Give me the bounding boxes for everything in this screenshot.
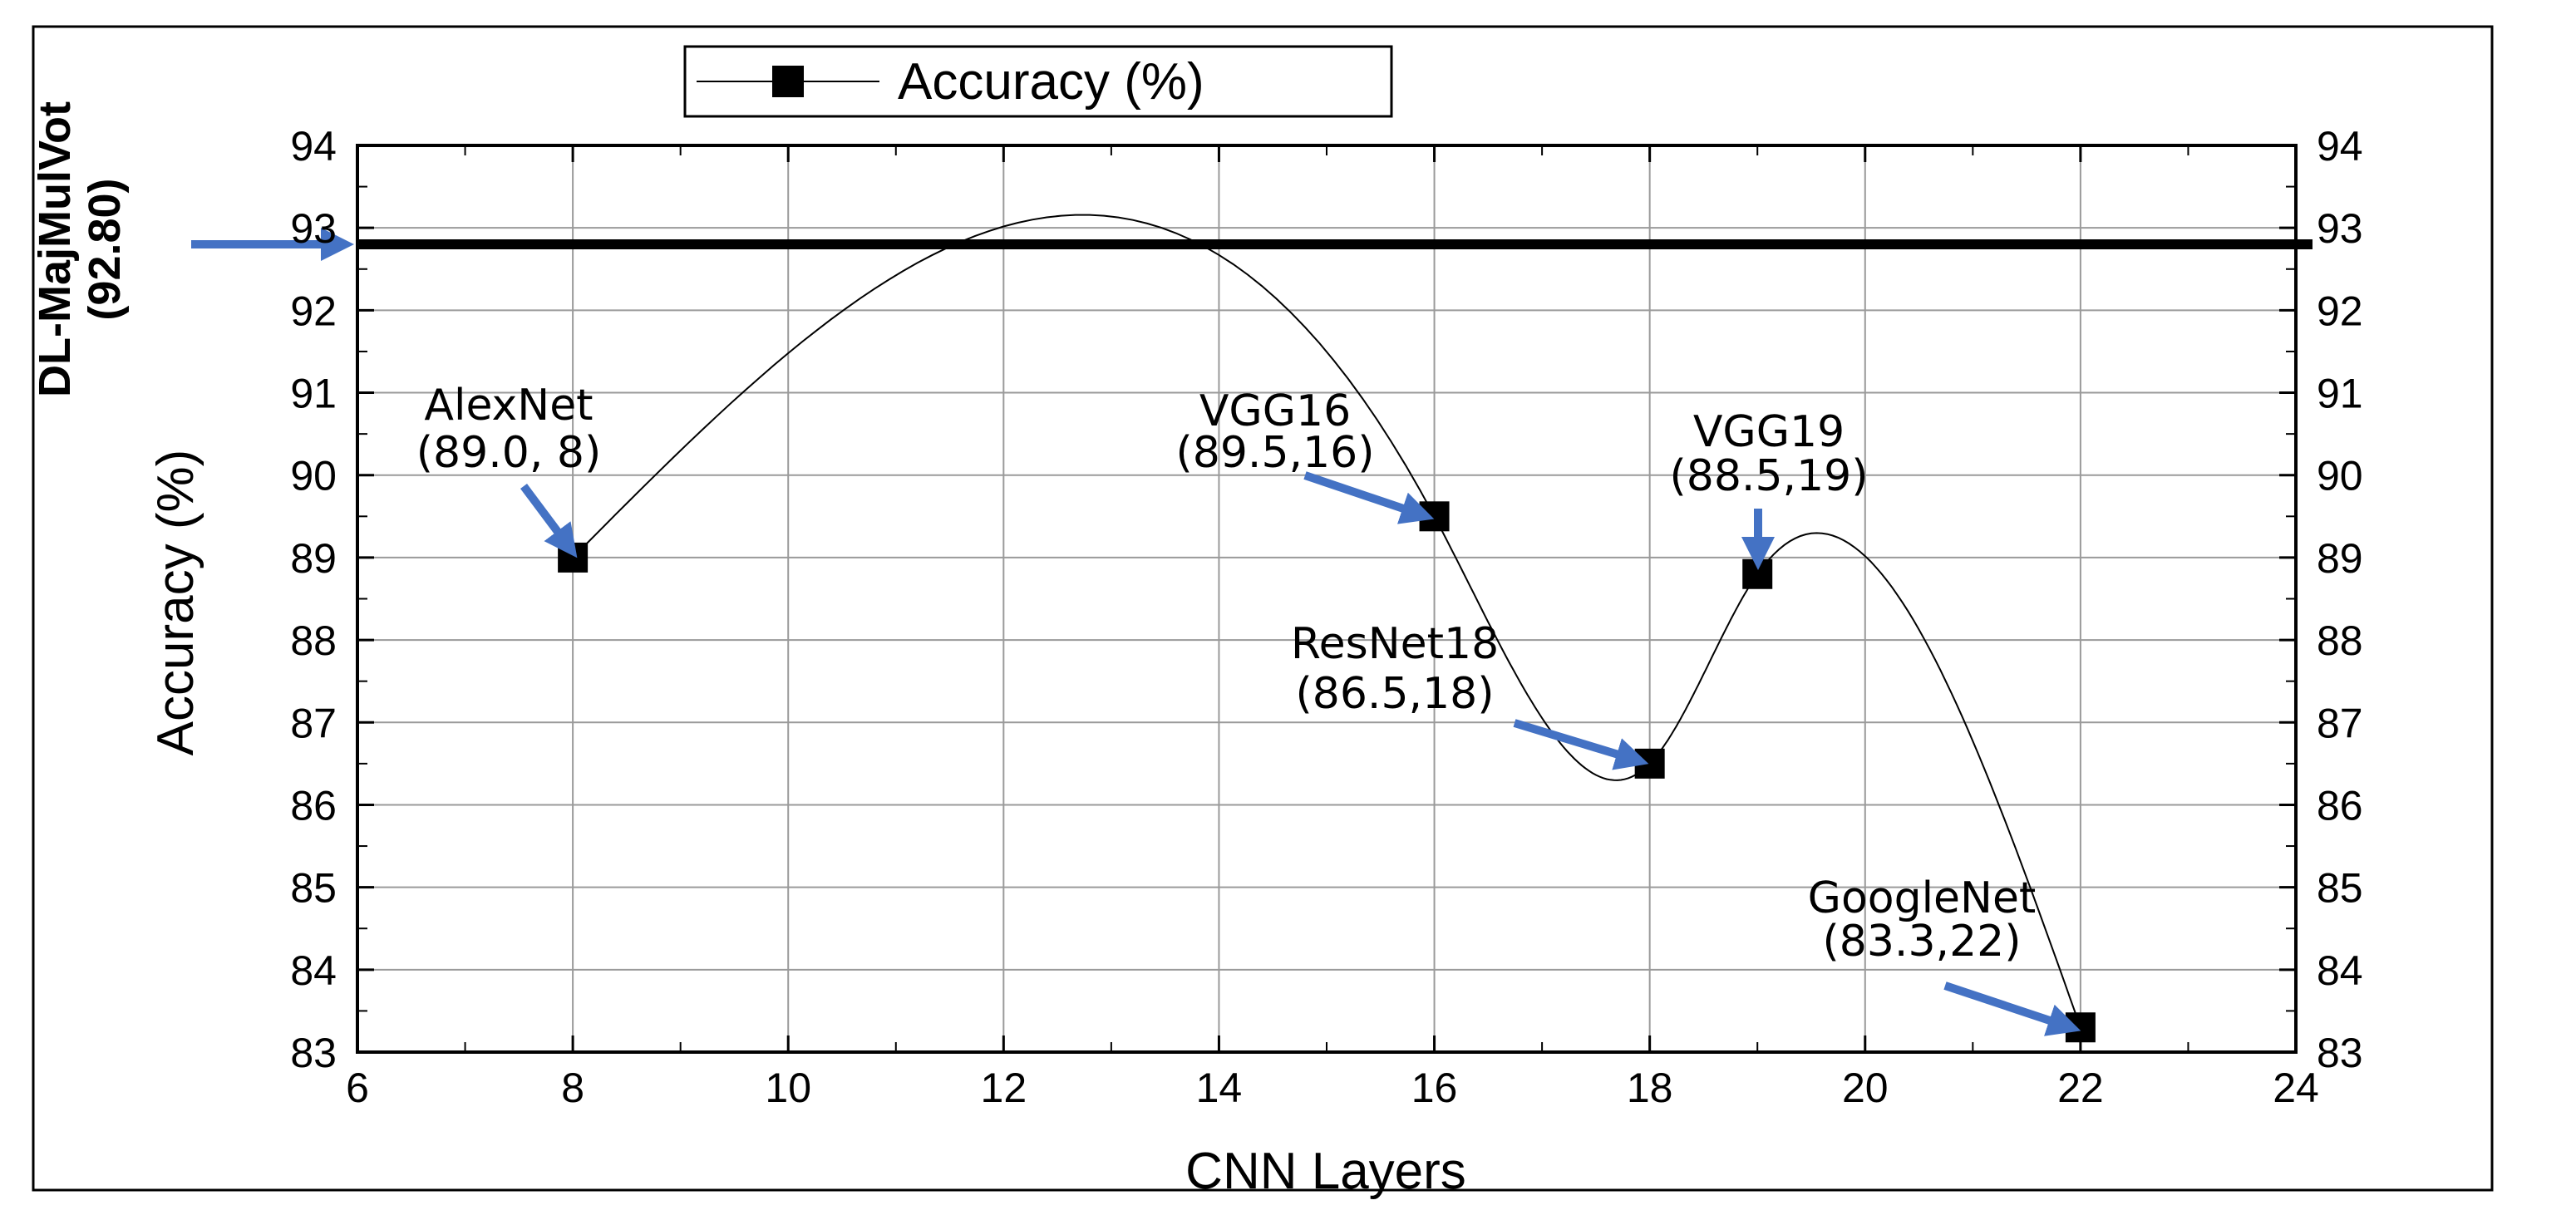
y-tick-label-right: 85 [2317, 865, 2363, 912]
x-tick-label: 20 [1842, 1065, 1889, 1111]
annotation-arrow [1943, 981, 2081, 1036]
x-tick-label: 14 [1196, 1065, 1243, 1111]
x-tick-label: 18 [1627, 1065, 1673, 1111]
legend: Accuracy (%) [683, 45, 1393, 118]
y-tick-label-right: 83 [2317, 1030, 2363, 1076]
annotation-name: VGG16 [1199, 386, 1351, 436]
y-tick-label-right: 87 [2317, 700, 2363, 746]
data-point-marker [2065, 1012, 2096, 1043]
x-axis-title: CNN Layers [1185, 1143, 1466, 1200]
y-tick-label-left: 85 [290, 865, 337, 912]
annotation-arrow [1303, 471, 1435, 524]
x-tick-label: 12 [981, 1065, 1027, 1111]
annotation-name: AlexNet [424, 381, 593, 430]
y-tick-label-left: 91 [290, 371, 337, 417]
annotation-value: (88.5,19) [1669, 451, 1868, 501]
x-tick-label: 22 [2057, 1065, 2104, 1111]
y-tick-labels-left: 83 84 85 86 87 88 89 90 91 92 93 94 [290, 123, 337, 1076]
y-tick-label-left: 90 [290, 453, 337, 499]
x-tick-label: 16 [1411, 1065, 1458, 1111]
y-tick-label-left: 94 [290, 123, 337, 170]
x-tick-labels: 6 8 10 12 14 16 18 20 22 24 [346, 1065, 2319, 1111]
figure-frame [32, 25, 2494, 1192]
y-tick-label-left: 92 [290, 288, 337, 334]
y-tick-label-right: 91 [2317, 371, 2363, 417]
y-tick-label-left: 87 [290, 700, 337, 746]
annotation-arrow [520, 484, 578, 558]
legend-entry: Accuracy (%) [898, 53, 1204, 111]
y-axis-title: Accuracy (%) [147, 450, 204, 756]
data-point-marker [558, 542, 589, 573]
y-tick-label-right: 88 [2317, 617, 2363, 664]
y-tick-label-left: 93 [290, 205, 337, 252]
annotation-value: (89.5,16) [1175, 428, 1374, 478]
annotations-group: AlexNet(89.0, 8)VGG16(89.5,16)ResNet18(8… [416, 381, 2037, 967]
reference-label: DL-MajMulVot (92.80) [30, 101, 130, 397]
y-tick-label-right: 89 [2317, 535, 2363, 582]
y-tick-label-left: 89 [290, 535, 337, 582]
y-tick-label-left: 84 [290, 947, 337, 994]
annotation-name: GoogleNet [1808, 873, 2037, 923]
annotation-arrows [520, 471, 2081, 1036]
data-point-marker [1742, 558, 1773, 589]
reference-label-value: (92.80) [80, 178, 130, 320]
y-tick-labels-right: 83 84 85 86 87 88 89 90 91 92 93 94 [2317, 123, 2363, 1076]
annotation-name: ResNet18 [1291, 619, 1499, 669]
y-tick-label-right: 92 [2317, 288, 2363, 334]
annotation-value: (83.3,22) [1822, 917, 2021, 967]
reference-label-name: DL-MajMulVot [30, 101, 80, 397]
legend-marker-sample [772, 66, 804, 97]
y-tick-label-right: 84 [2317, 947, 2363, 994]
annotation-value: (86.5,18) [1295, 669, 1494, 719]
x-tick-label: 8 [561, 1065, 584, 1111]
x-tick-label: 6 [346, 1065, 369, 1111]
annotation-name: VGG19 [1693, 407, 1845, 457]
y-tick-label-right: 93 [2317, 205, 2363, 252]
x-tick-label: 24 [2273, 1065, 2319, 1111]
data-point-marker [1634, 748, 1665, 779]
x-tick-label: 10 [765, 1065, 811, 1111]
y-tick-label-right: 90 [2317, 453, 2363, 499]
y-tick-label-right: 94 [2317, 123, 2363, 170]
annotation-arrow [1513, 719, 1649, 770]
data-point-marker [1419, 501, 1450, 532]
annotation-value: (89.0, 8) [416, 428, 602, 478]
y-tick-label-left: 88 [290, 617, 337, 664]
y-tick-label-left: 83 [290, 1030, 337, 1076]
plot-area-border [356, 144, 2298, 1054]
y-tick-label-right: 86 [2317, 782, 2363, 829]
y-tick-label-left: 86 [290, 782, 337, 829]
